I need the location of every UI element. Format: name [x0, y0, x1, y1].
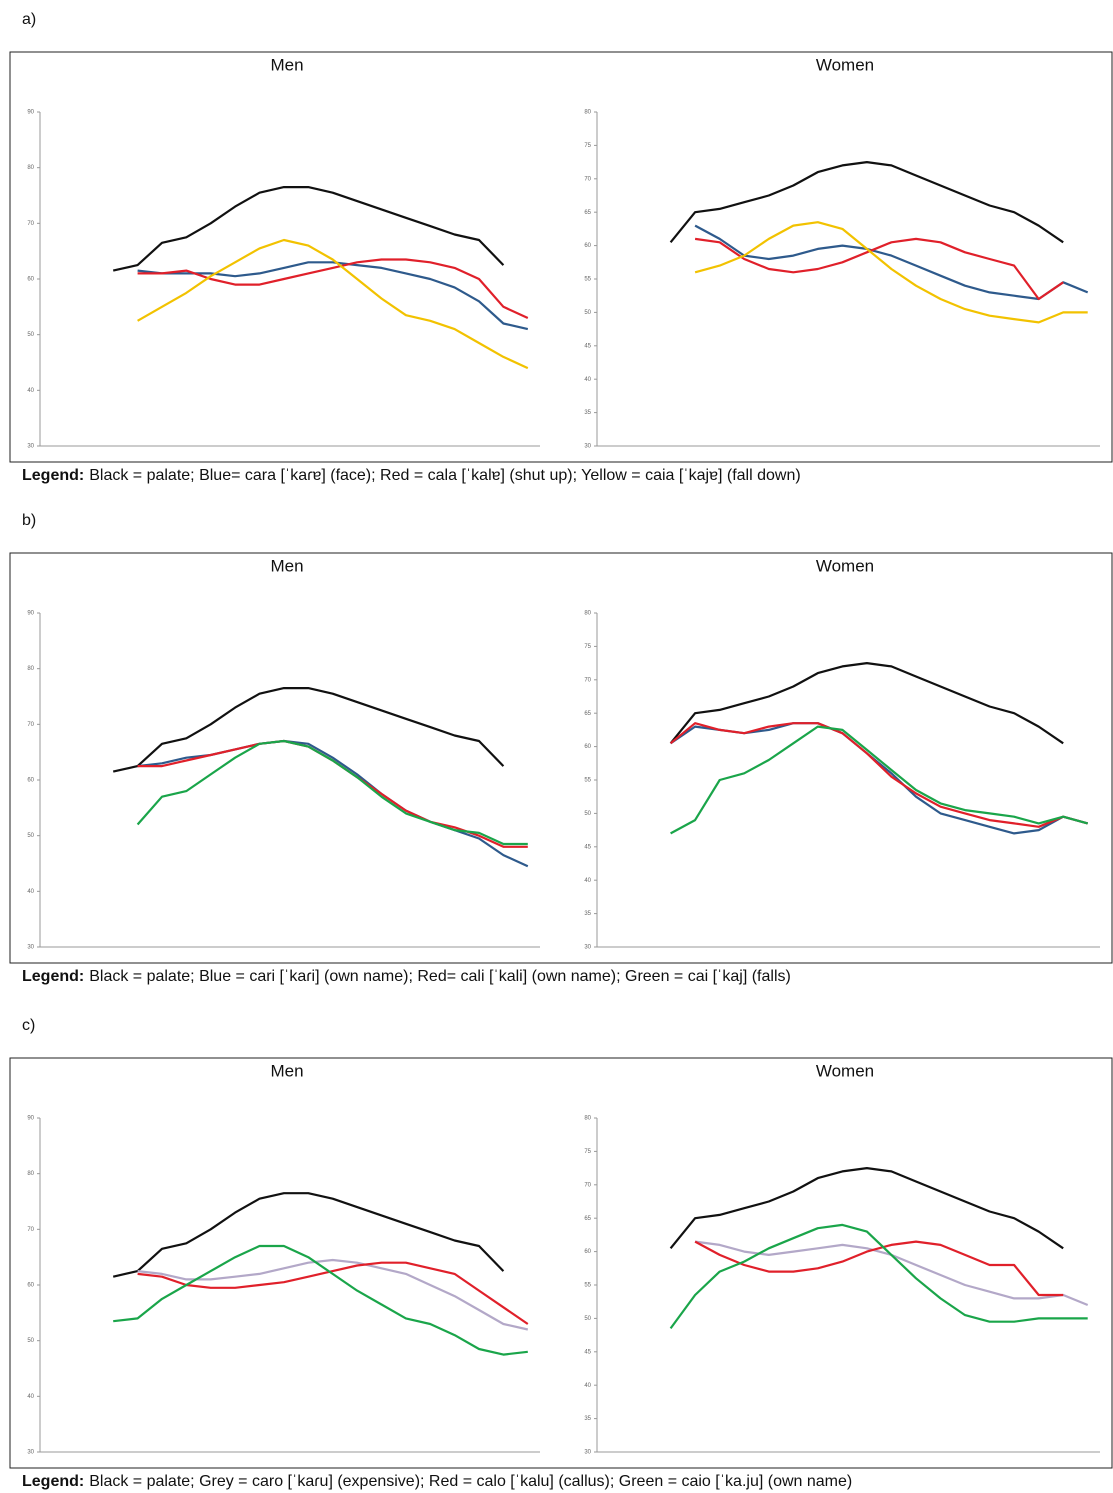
y-tick-label: 40	[584, 878, 591, 884]
series-line	[112, 186, 505, 272]
panel-frame	[9, 51, 1113, 463]
y-tick-label: 80	[584, 611, 591, 617]
panel-label: c)	[22, 1017, 35, 1034]
y-tick-label: 65	[584, 711, 591, 717]
y-tick-label: 50	[27, 833, 34, 839]
series-line	[694, 221, 1088, 324]
y-tick-label: 60	[584, 1249, 591, 1255]
y-tick-label: 45	[584, 1349, 591, 1355]
y-tick-label: 30	[584, 945, 591, 951]
series-line	[137, 1261, 529, 1325]
series-line	[694, 224, 1089, 301]
y-tick-label: 80	[584, 1116, 591, 1122]
y-tick-label: 45	[584, 343, 591, 349]
y-tick-label: 60	[584, 243, 591, 249]
panel-frame	[9, 1057, 1113, 1469]
y-tick-label: 65	[584, 1216, 591, 1222]
series-line	[113, 1244, 528, 1356]
y-tick-label: 60	[27, 277, 34, 283]
series-line	[669, 1223, 1088, 1330]
y-tick-label: 80	[27, 1171, 34, 1177]
y-tick-label: 35	[584, 911, 591, 917]
y-tick-label: 70	[584, 176, 591, 182]
series-line	[137, 258, 529, 319]
series-line	[137, 261, 529, 331]
y-tick-label: 55	[584, 277, 591, 283]
y-tick-label: 80	[584, 110, 591, 116]
y-tick-label: 40	[27, 388, 34, 394]
y-tick-label: 75	[584, 1149, 591, 1155]
y-tick-label: 75	[584, 644, 591, 650]
y-tick-label: 45	[584, 844, 591, 850]
chart-title: Men	[270, 556, 303, 575]
legend-text: Black = palate; Grey = caro [ˈkaɾu] (exp…	[89, 1473, 852, 1490]
series-line	[670, 725, 1088, 835]
series-line	[136, 739, 528, 846]
y-tick-label: 50	[584, 811, 591, 817]
chart-title: Women	[816, 556, 874, 575]
y-tick-label: 90	[27, 611, 34, 617]
y-tick-label: 30	[584, 444, 591, 450]
y-tick-label: 75	[584, 143, 591, 149]
y-tick-label: 50	[584, 1316, 591, 1322]
series-line	[694, 237, 1064, 301]
panel-label: b)	[22, 512, 36, 529]
series-line	[669, 722, 1088, 828]
chart-title: Men	[270, 55, 303, 74]
chart-title: Women	[816, 1061, 874, 1080]
y-tick-label: 35	[584, 1416, 591, 1422]
series-line	[137, 1258, 529, 1331]
series-line	[669, 1167, 1064, 1250]
y-tick-label: 80	[27, 165, 34, 171]
y-tick-label: 40	[27, 889, 34, 895]
y-tick-label: 35	[584, 410, 591, 416]
y-tick-label: 40	[27, 1394, 34, 1400]
legend-label: Legend:	[22, 968, 84, 985]
series-line	[694, 1240, 1064, 1297]
y-tick-label: 70	[27, 722, 34, 728]
y-tick-label: 60	[27, 778, 34, 784]
y-tick-label: 60	[584, 744, 591, 750]
y-tick-label: 55	[584, 1283, 591, 1289]
y-tick-label: 70	[27, 221, 34, 227]
y-tick-label: 90	[27, 110, 34, 116]
legend-text: Black = palate; Blue= cara [ˈkaɾɐ] (face…	[89, 467, 800, 484]
y-tick-label: 50	[27, 1338, 34, 1344]
y-tick-label: 40	[584, 1383, 591, 1389]
series-line	[669, 662, 1064, 745]
y-tick-label: 30	[27, 1450, 34, 1456]
panel-frame	[9, 552, 1113, 964]
panel-label: a)	[22, 11, 36, 28]
y-tick-label: 90	[27, 1116, 34, 1122]
y-tick-label: 50	[27, 332, 34, 338]
y-tick-label: 60	[27, 1283, 34, 1289]
legend-text: Black = palate; Blue = cari [ˈkaɾi] (own…	[89, 968, 791, 985]
series-line	[112, 687, 505, 773]
series-line	[694, 1240, 1089, 1307]
y-tick-label: 30	[584, 1450, 591, 1456]
y-tick-label: 70	[27, 1227, 34, 1233]
series-line	[137, 238, 529, 370]
legend: Legend: Black = palate; Grey = caro [ˈkaɾ…	[22, 1473, 852, 1490]
legend-label: Legend:	[22, 467, 84, 484]
series-line	[669, 161, 1064, 244]
y-tick-label: 40	[584, 377, 591, 383]
y-tick-label: 70	[584, 1182, 591, 1188]
legend: Legend: Black = palate; Blue = cari [ˈkaɾ…	[22, 968, 791, 985]
legend-label: Legend:	[22, 1473, 84, 1490]
chart-title: Men	[270, 1061, 303, 1080]
series-line	[669, 722, 1088, 835]
y-tick-label: 65	[584, 210, 591, 216]
y-tick-label: 80	[27, 666, 34, 672]
series-line	[112, 1192, 505, 1278]
chart-title: Women	[816, 55, 874, 74]
legend: Legend: Black = palate; Blue= cara [ˈkaɾɐ…	[22, 467, 801, 484]
y-tick-label: 50	[584, 310, 591, 316]
y-tick-label: 30	[27, 945, 34, 951]
y-tick-label: 55	[584, 778, 591, 784]
y-tick-label: 70	[584, 677, 591, 683]
y-tick-label: 30	[27, 444, 34, 450]
